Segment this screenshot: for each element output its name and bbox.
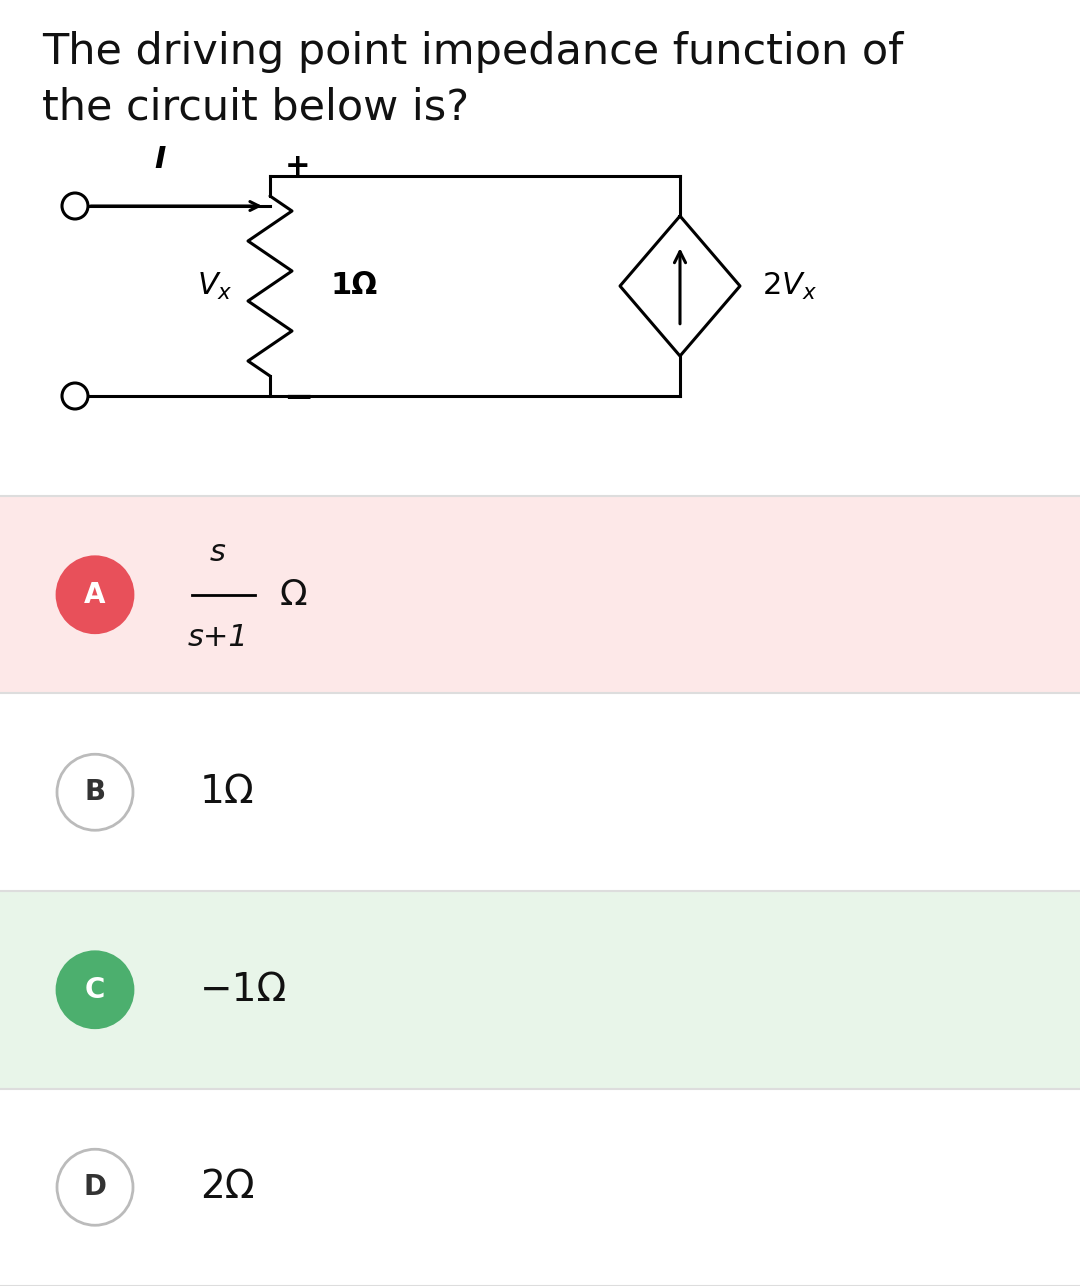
Circle shape (57, 1150, 133, 1226)
Text: the circuit below is?: the circuit below is? (42, 86, 469, 129)
Text: $V_x$: $V_x$ (198, 270, 233, 301)
Text: A: A (84, 581, 106, 608)
Text: −1Ω: −1Ω (200, 971, 287, 1008)
Text: Ω: Ω (280, 577, 308, 612)
Bar (0, 891, 1080, 1088)
Text: s+1: s+1 (188, 622, 248, 652)
Bar (0, 1088, 1080, 1286)
Circle shape (57, 755, 133, 831)
Text: 1Ω: 1Ω (330, 271, 377, 301)
Text: +: + (285, 152, 311, 181)
Text: s: s (211, 538, 226, 567)
Text: 1Ω: 1Ω (200, 773, 255, 811)
Text: C: C (85, 976, 105, 1004)
Bar (0, 496, 1080, 693)
Text: D: D (83, 1173, 107, 1201)
Text: 2Ω: 2Ω (200, 1168, 255, 1206)
Circle shape (62, 383, 87, 409)
Bar (0, 693, 1080, 891)
Circle shape (62, 193, 87, 219)
Text: The driving point impedance function of: The driving point impedance function of (42, 31, 903, 73)
Text: −: − (283, 381, 313, 415)
Text: I: I (154, 145, 165, 174)
Circle shape (57, 952, 133, 1028)
Circle shape (57, 557, 133, 633)
Text: $2V_x$: $2V_x$ (762, 270, 818, 301)
Text: B: B (84, 778, 106, 806)
